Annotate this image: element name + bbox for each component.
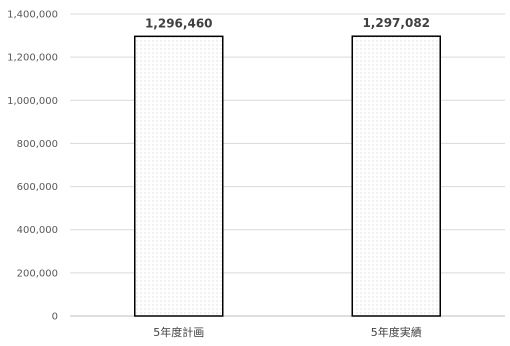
data-label-0: 1,296,460 bbox=[145, 16, 213, 30]
y-tick-label-1: 200,000 bbox=[17, 268, 58, 279]
bars bbox=[134, 35, 441, 317]
bar-0 bbox=[134, 35, 224, 317]
y-tick-label-0: 0 bbox=[52, 312, 58, 323]
category-label-0: 5年度計画 bbox=[153, 325, 204, 339]
labels: 0 200,000 400,000 600,000 800,000 1,000,000 1,… bbox=[7, 10, 430, 340]
y-tick-label-5: 1,000,000 bbox=[7, 96, 58, 107]
y-tick-label-6: 1,200,000 bbox=[7, 53, 58, 64]
data-label-1: 1,297,082 bbox=[362, 16, 430, 30]
y-tick-label-4: 800,000 bbox=[17, 139, 58, 150]
y-tick-label-2: 400,000 bbox=[17, 225, 58, 236]
bar-1 bbox=[351, 35, 441, 317]
y-tick-label-3: 600,000 bbox=[17, 182, 58, 193]
category-label-1: 5年度実績 bbox=[371, 325, 422, 339]
y-tick-label-7: 1,400,000 bbox=[7, 10, 58, 21]
